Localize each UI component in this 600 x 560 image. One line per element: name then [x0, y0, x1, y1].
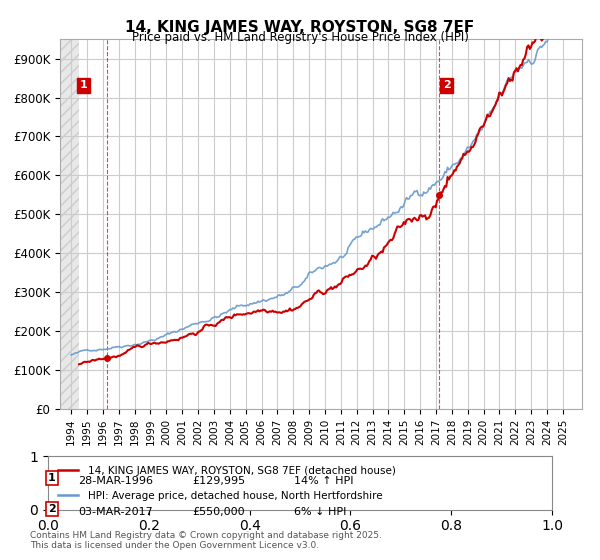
Text: Price paid vs. HM Land Registry's House Price Index (HPI): Price paid vs. HM Land Registry's House …	[131, 31, 469, 44]
Text: 2: 2	[443, 81, 451, 90]
Text: 6% ↓ HPI: 6% ↓ HPI	[294, 507, 346, 517]
Text: Contains HM Land Registry data © Crown copyright and database right 2025.
This d: Contains HM Land Registry data © Crown c…	[30, 530, 382, 550]
Text: 14, KING JAMES WAY, ROYSTON, SG8 7EF: 14, KING JAMES WAY, ROYSTON, SG8 7EF	[125, 20, 475, 35]
Text: £129,995: £129,995	[192, 476, 245, 486]
Text: 1: 1	[80, 81, 88, 90]
Text: 03-MAR-2017: 03-MAR-2017	[78, 507, 153, 517]
Text: 2: 2	[48, 504, 56, 514]
Bar	[60, 39, 79, 409]
Text: 14, KING JAMES WAY, ROYSTON, SG8 7EF (detached house): 14, KING JAMES WAY, ROYSTON, SG8 7EF (de…	[88, 466, 396, 477]
Text: HPI: Average price, detached house, North Hertfordshire: HPI: Average price, detached house, Nort…	[88, 491, 383, 501]
Text: 14% ↑ HPI: 14% ↑ HPI	[294, 476, 353, 486]
Text: 28-MAR-1996: 28-MAR-1996	[78, 476, 153, 486]
Text: 1: 1	[48, 473, 56, 483]
Text: £550,000: £550,000	[192, 507, 245, 517]
